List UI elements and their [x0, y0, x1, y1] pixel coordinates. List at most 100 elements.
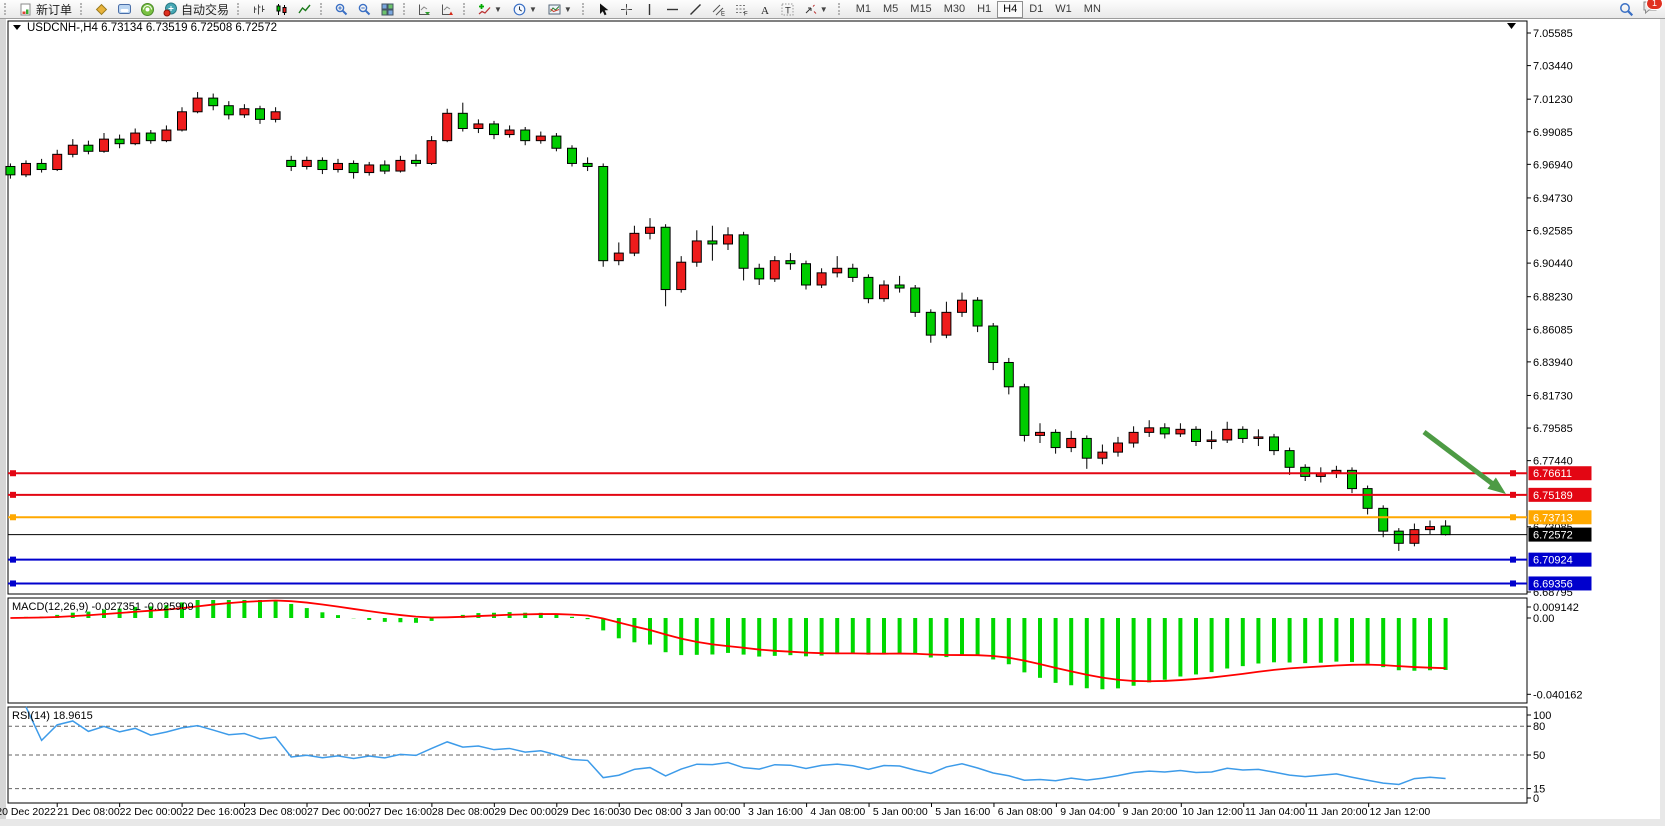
data-window-button[interactable]: [113, 1, 136, 17]
rsi-axis-label: 0: [1533, 793, 1539, 805]
svg-text:A: A: [761, 5, 769, 16]
timeframe-h1[interactable]: H1: [977, 2, 992, 15]
new-order-button[interactable]: 新订单: [14, 1, 76, 17]
text-label-button[interactable]: T: [776, 1, 799, 17]
candle-body: [317, 159, 328, 171]
timeframe-m5[interactable]: M5: [883, 2, 899, 15]
search-icon[interactable]: [1619, 2, 1634, 17]
line-chart-button[interactable]: [293, 1, 316, 17]
line-handle[interactable]: [10, 470, 16, 477]
macd-axis-label: -0.040162: [1533, 689, 1583, 701]
cursor-button[interactable]: [592, 1, 615, 17]
toolbar-grip[interactable]: [237, 3, 244, 15]
rsi-line: [25, 706, 1446, 786]
auto-scroll-icon: [417, 2, 432, 17]
candle-body: [988, 325, 999, 363]
equidistant-channel-button[interactable]: E: [707, 1, 730, 17]
time-axis-label: 9 Jan 04:00: [1060, 806, 1115, 818]
notifications-button[interactable]: 1: [1642, 0, 1663, 18]
timeframe-m15[interactable]: M15: [910, 2, 932, 15]
line-chart-icon: [297, 2, 312, 17]
text-button[interactable]: A: [753, 1, 776, 17]
periods-button[interactable]: ▼: [508, 1, 543, 17]
vertical-line-button[interactable]: [638, 1, 661, 17]
arrows-button[interactable]: ▼: [799, 1, 834, 17]
candle-body: [1393, 530, 1404, 544]
price-badge-label: 6.72572: [1533, 530, 1573, 542]
price-badge: [1528, 466, 1592, 481]
chevron-down-icon: ▼: [528, 4, 537, 14]
candle-body: [1269, 436, 1279, 452]
line-handle[interactable]: [1510, 580, 1516, 587]
line-handle[interactable]: [10, 556, 16, 563]
auto-scroll-button[interactable]: [413, 1, 436, 17]
candlestick-chart-button[interactable]: [270, 1, 293, 17]
line-handle[interactable]: [10, 514, 16, 521]
candle-body: [723, 234, 733, 245]
candle-body: [1175, 428, 1186, 435]
zoom-out-button[interactable]: [353, 1, 376, 17]
timeframe-mn[interactable]: MN: [1083, 2, 1101, 15]
candle-body: [333, 162, 343, 171]
line-handle[interactable]: [1510, 470, 1516, 477]
candle-body: [442, 112, 453, 142]
market-watch-button[interactable]: [90, 1, 113, 17]
rsi-axis-label: 100: [1533, 710, 1551, 722]
toolbar-grip[interactable]: [4, 3, 11, 15]
price-axis-label: 7.05585: [1533, 28, 1573, 40]
timeframe-m1[interactable]: M1: [855, 2, 871, 15]
candle-body: [676, 261, 687, 291]
timeframe-d1[interactable]: D1: [1029, 2, 1044, 15]
candle-body: [239, 108, 250, 116]
trendline-icon: [688, 2, 703, 17]
line-handle[interactable]: [1510, 514, 1516, 521]
templates-button[interactable]: ▼: [543, 1, 578, 17]
navigator-icon: [140, 2, 155, 17]
indicators-button[interactable]: ▼: [473, 1, 508, 17]
bar-chart-button[interactable]: [247, 1, 270, 17]
line-handle[interactable]: [1510, 556, 1516, 563]
fibonacci-button[interactable]: F: [730, 1, 753, 17]
tile-windows-button[interactable]: [376, 1, 399, 17]
timeframe-w1[interactable]: W1: [1055, 2, 1072, 15]
chevron-down-icon: ▼: [494, 4, 502, 14]
main-price-panel: [7, 20, 1528, 595]
text-icon: A: [757, 2, 772, 17]
trend-arrow-head[interactable]: [1487, 477, 1506, 494]
price-axis-label: 7.03440: [1533, 61, 1573, 73]
timeframe-m30[interactable]: M30: [943, 2, 966, 15]
chart-title-dropdown-icon[interactable]: [13, 25, 21, 30]
toolbar-grip[interactable]: [320, 3, 327, 15]
chart-menu-dropdown-icon[interactable]: [1507, 23, 1516, 29]
candle-body: [208, 97, 219, 107]
autotrade-label: 自动交易: [181, 2, 230, 17]
price-badge-label: 6.69356: [1533, 578, 1573, 590]
timeframe-h4[interactable]: H4: [997, 0, 1024, 18]
horizontal-line-icon: [665, 2, 680, 17]
toolbar-grip[interactable]: [837, 3, 845, 15]
rsi-axis-label: 80: [1533, 721, 1545, 733]
price-badge: [1528, 510, 1592, 525]
toolbar-grip[interactable]: [463, 3, 470, 15]
navigator-button[interactable]: [136, 1, 159, 17]
zoom-in-button[interactable]: [330, 1, 353, 17]
candle-body: [395, 159, 406, 172]
autotrade-button[interactable]: 自动交易: [159, 1, 233, 17]
trendline-button[interactable]: [684, 1, 707, 17]
crosshair-button[interactable]: [615, 1, 638, 17]
line-handle[interactable]: [1510, 491, 1516, 498]
candle-body: [145, 132, 156, 142]
svg-text:E: E: [721, 11, 725, 16]
toolbar-grip[interactable]: [581, 3, 589, 15]
line-handle[interactable]: [10, 491, 16, 498]
line-handle[interactable]: [10, 580, 16, 587]
toolbar-grip[interactable]: [403, 3, 410, 15]
toolbar-grip[interactable]: [80, 3, 87, 15]
horizontal-line-button[interactable]: [661, 1, 684, 17]
candle-body: [1347, 469, 1357, 490]
chart-shift-button[interactable]: [436, 1, 459, 17]
candle-body: [1050, 431, 1061, 449]
trend-arrow-annotation[interactable]: [1422, 430, 1497, 488]
price-axis-label: 6.96940: [1533, 159, 1573, 171]
